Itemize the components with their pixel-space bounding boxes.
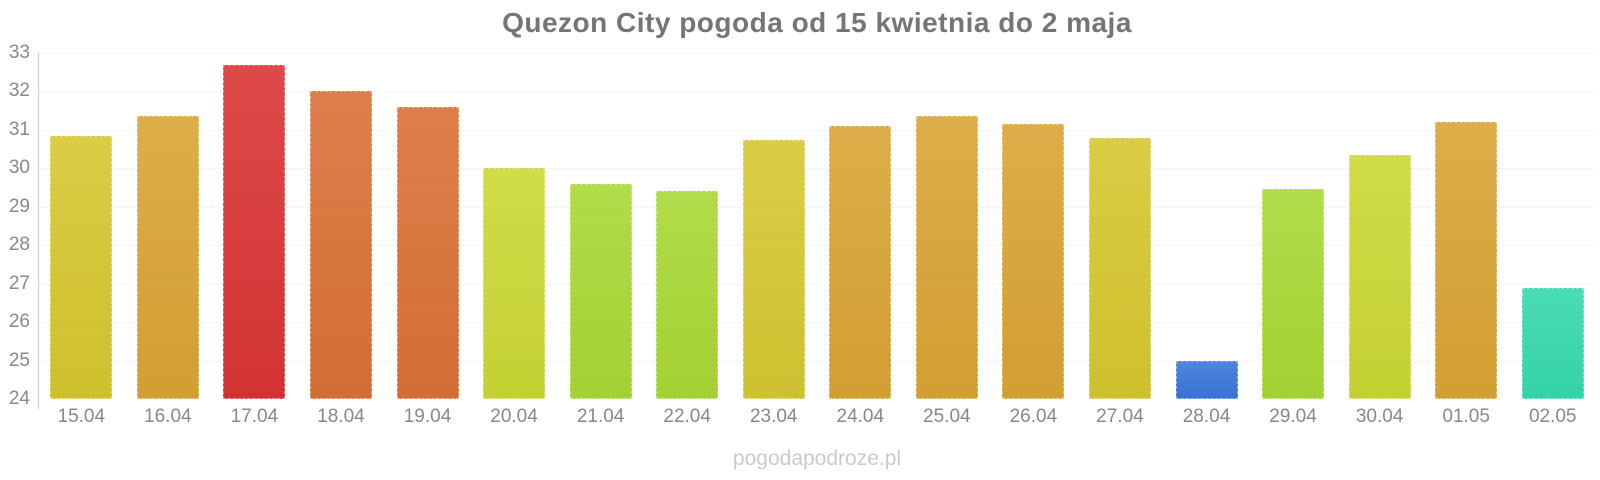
- chart-title: Quezon City pogoda od 15 kwietnia do 2 m…: [502, 7, 1132, 38]
- y-axis-line: [38, 53, 39, 409]
- bar-01.05[interactable]: [1435, 122, 1498, 399]
- x-axis-label-30.04: 30.04: [1355, 406, 1404, 427]
- x-axis-label-23.04: 23.04: [749, 406, 798, 427]
- bar-24.04[interactable]: [829, 126, 892, 399]
- bar-18.04[interactable]: [309, 91, 372, 399]
- gridline-25: [38, 360, 1596, 362]
- y-axis-label-33: 33: [8, 42, 30, 63]
- bar-27.04[interactable]: [1088, 137, 1151, 399]
- bar-30.04[interactable]: [1348, 154, 1411, 399]
- x-axis-label-25.04: 25.04: [923, 406, 971, 427]
- bar-20.04[interactable]: [483, 168, 546, 399]
- gridline-31: [38, 129, 1596, 131]
- gridline-27: [38, 283, 1596, 285]
- x-axis-label-01.05: 01.05: [1442, 406, 1490, 427]
- bar-16.04[interactable]: [136, 116, 199, 399]
- y-axis-label-28: 28: [8, 234, 30, 256]
- gridline-29: [38, 206, 1596, 208]
- bar-28.04[interactable]: [1175, 360, 1238, 399]
- bar-15.04[interactable]: [50, 135, 113, 399]
- x-axis-label-15.04: 15.04: [57, 406, 106, 427]
- bar-17.04[interactable]: [223, 64, 286, 399]
- bar-25.04[interactable]: [915, 116, 978, 399]
- y-axis-label-30: 30: [8, 157, 30, 179]
- bar-19.04[interactable]: [396, 106, 459, 399]
- y-axis-label-29: 29: [8, 195, 30, 217]
- x-axis-label-22.04: 22.04: [663, 406, 711, 427]
- bar-29.04[interactable]: [1262, 189, 1325, 399]
- y-axis-label-32: 32: [8, 80, 30, 102]
- x-axis-label-28.04: 28.04: [1182, 406, 1231, 427]
- x-axis-label-17.04: 17.04: [230, 406, 279, 427]
- bar-21.04[interactable]: [569, 183, 632, 399]
- gridline-32: [38, 91, 1596, 93]
- x-axis-label-19.04: 19.04: [403, 406, 452, 427]
- y-axis-label-26: 26: [8, 311, 30, 333]
- gridline-28: [38, 245, 1596, 247]
- bar-26.04[interactable]: [1002, 124, 1065, 399]
- x-axis-label-21.04: 21.04: [576, 406, 625, 427]
- y-axis-label-25: 25: [8, 349, 30, 371]
- bar-02.05[interactable]: [1521, 287, 1584, 399]
- x-axis-label-20.04: 20.04: [490, 406, 538, 427]
- gridline-30: [38, 168, 1596, 170]
- watermark: pogodapodroze.pl: [732, 447, 902, 470]
- y-axis-label-24: 24: [8, 388, 30, 409]
- bar-22.04[interactable]: [656, 191, 719, 399]
- x-axis-label-27.04: 27.04: [1096, 406, 1144, 427]
- x-axis-label-18.04: 18.04: [317, 406, 365, 427]
- x-axis-label-29.04: 29.04: [1269, 406, 1317, 427]
- gridline-26: [38, 322, 1596, 324]
- x-axis-label-02.05: 02.05: [1528, 406, 1577, 427]
- x-axis-label-24.04: 24.04: [836, 406, 885, 427]
- x-axis-label-26.04: 26.04: [1009, 406, 1058, 427]
- x-axis-label-16.04: 16.04: [144, 406, 192, 427]
- gridline-33: [38, 53, 1596, 54]
- bar-23.04[interactable]: [742, 139, 805, 399]
- y-axis-label-27: 27: [8, 272, 30, 294]
- y-axis-label-31: 31: [8, 118, 30, 140]
